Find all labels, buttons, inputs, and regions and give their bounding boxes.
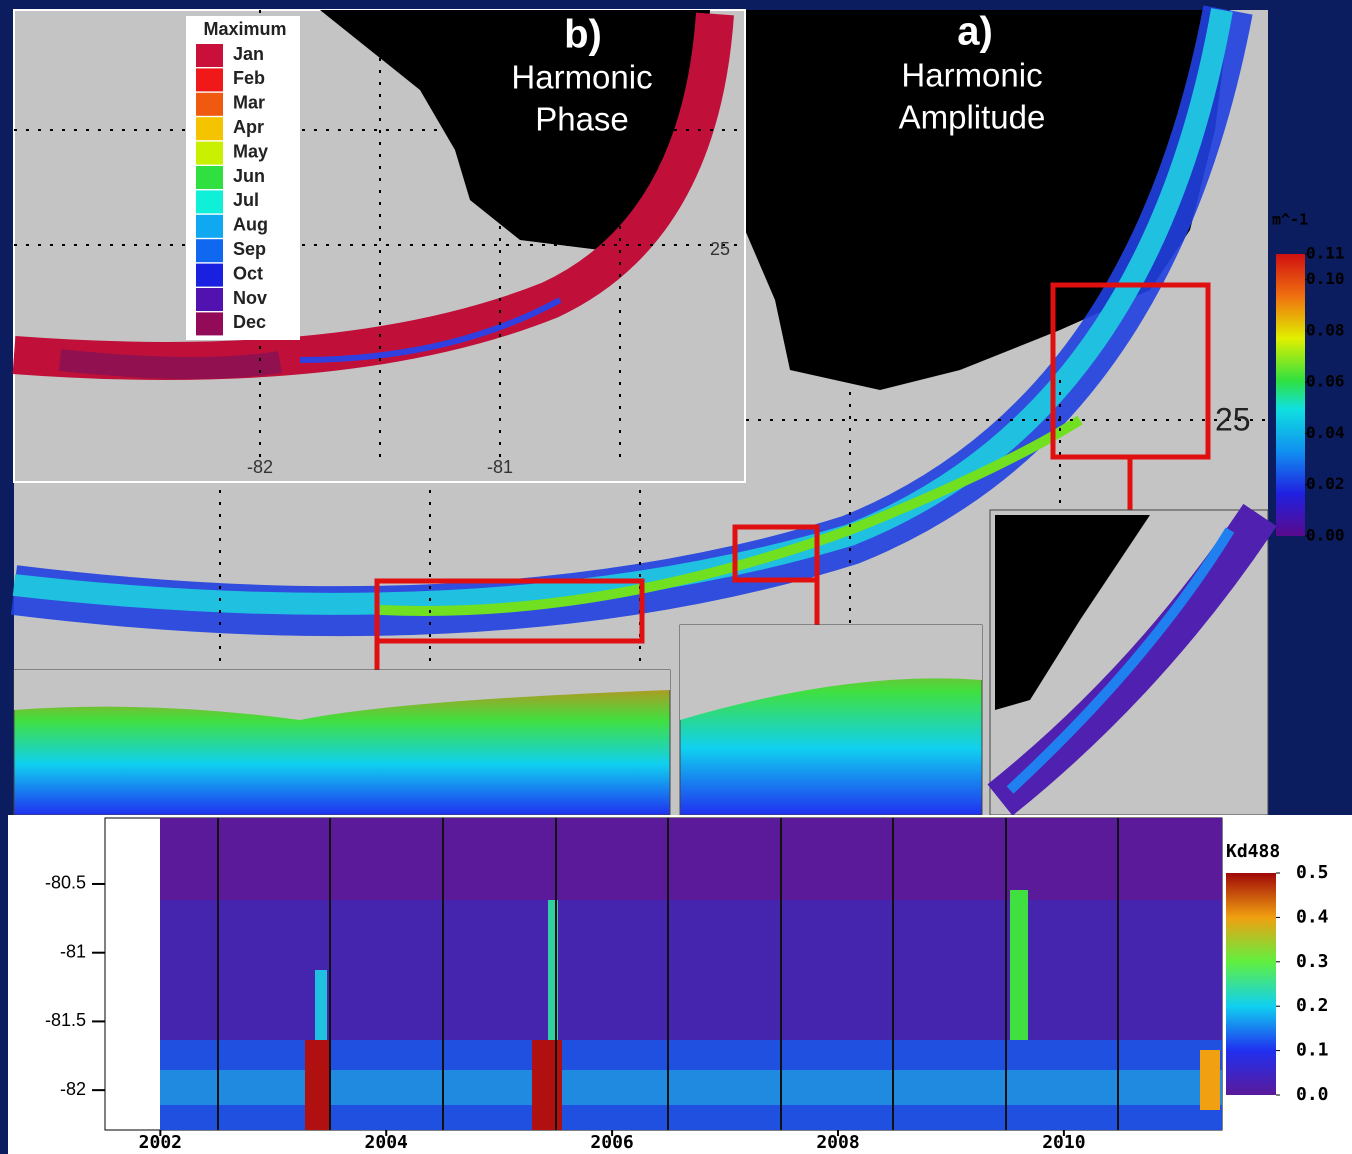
legend-swatch xyxy=(196,190,223,214)
heatmap-image xyxy=(160,1070,1222,1105)
legend-label: Jun xyxy=(233,166,265,186)
zoom-land xyxy=(995,515,1150,710)
legend-label: Oct xyxy=(233,263,263,283)
legend-label: May xyxy=(233,141,268,161)
colorbar-title: Kd488 xyxy=(1226,841,1280,862)
colorbar-tick-label: 0.3 xyxy=(1296,951,1329,972)
heatmap-image xyxy=(160,900,1222,1040)
zoom-box xyxy=(374,282,1211,670)
year-divider xyxy=(217,818,1119,1130)
legend-swatch xyxy=(196,68,223,92)
zoom-land xyxy=(680,625,982,720)
colorbar-unit: m^-1 xyxy=(1272,211,1308,229)
legend-swatch xyxy=(196,288,223,311)
legend-label: Jul xyxy=(233,190,259,210)
legend-label: Feb xyxy=(233,68,265,88)
legend-swatch xyxy=(196,166,223,189)
colorbar xyxy=(1226,873,1276,1095)
x-tick-label: 2002 xyxy=(139,1132,182,1153)
phase-band xyxy=(58,349,282,380)
colorbar-tick-label: 0.2 xyxy=(1296,995,1329,1016)
colorbar-tick-label: 0.10 xyxy=(1306,269,1345,288)
zoom-band xyxy=(1006,527,1235,794)
panel-title: Harmonic xyxy=(511,59,652,96)
colorbar-tick-label: 0.5 xyxy=(1296,862,1329,883)
colorbar-tick-label: 0.0 xyxy=(1296,1084,1329,1105)
y-tick-label: -82 xyxy=(60,1079,86,1099)
legend-label: Jan xyxy=(233,44,264,64)
land xyxy=(320,10,710,250)
y-tick-label: -81.5 xyxy=(45,1010,86,1030)
heatmap-image xyxy=(305,1040,330,1130)
heatmap-image xyxy=(548,900,558,1040)
legend-label: Mar xyxy=(233,93,265,113)
phase-band xyxy=(299,297,562,363)
legend-swatch xyxy=(196,263,223,287)
legend-title: Maximum xyxy=(203,19,286,39)
y-tick-label: -80.5 xyxy=(45,873,86,893)
zoom-land xyxy=(14,670,670,720)
lon-label: -82 xyxy=(247,457,273,477)
panel-title: Harmonic xyxy=(901,57,1042,94)
colorbar-tick-label: 0.06 xyxy=(1306,372,1345,391)
legend-label: Dec xyxy=(233,312,266,332)
colorbar-tick-label: 0.08 xyxy=(1306,320,1345,339)
legend-label: Apr xyxy=(233,117,264,137)
heatmap-image xyxy=(532,1040,562,1130)
colorbar-tick-label: 0.11 xyxy=(1306,244,1345,263)
lat-label: 25 xyxy=(1215,401,1251,437)
panel-title: Amplitude xyxy=(899,99,1046,136)
legend-label: Aug xyxy=(233,215,268,235)
legend-swatch xyxy=(196,214,223,238)
colorbar-tick-label: 0.1 xyxy=(1296,1040,1329,1061)
x-tick-label: 2006 xyxy=(590,1132,633,1153)
y-tick-label: -81 xyxy=(60,941,86,961)
heatmap-image xyxy=(315,970,327,1040)
amplitude-band xyxy=(379,415,1083,616)
colorbar-tick-label: 0.02 xyxy=(1306,474,1345,493)
legend-swatch xyxy=(196,312,223,336)
legend-swatch xyxy=(196,239,223,263)
legend-label: Sep xyxy=(233,239,266,259)
x-tick-label: 2004 xyxy=(365,1132,409,1153)
lat-label: 25 xyxy=(710,239,730,259)
legend-swatch xyxy=(196,44,223,67)
colorbar-tick-label: 0.4 xyxy=(1296,906,1329,927)
legend-swatch xyxy=(196,117,223,141)
panel-title: Phase xyxy=(535,101,629,138)
lon-label: -81 xyxy=(487,457,513,477)
legend: Maximum Jan Feb Mar Apr May Jun Jul Aug Sep Oct No… xyxy=(186,16,300,340)
x-tick-label: 2010 xyxy=(1042,1132,1085,1153)
legend-swatch xyxy=(196,141,223,165)
x-tick-label: 2008 xyxy=(816,1132,859,1153)
colorbar xyxy=(1276,254,1305,536)
panel-label: b) xyxy=(564,13,602,57)
heatmap-image xyxy=(1010,890,1028,1040)
panel-label: a) xyxy=(957,10,993,54)
colorbar-tick-label: 0.00 xyxy=(1306,526,1345,545)
colorbar-tick-label: 0.04 xyxy=(1306,423,1345,442)
heatmap-image xyxy=(1200,1050,1220,1110)
legend-label: Nov xyxy=(233,288,267,308)
legend-swatch xyxy=(196,92,223,116)
